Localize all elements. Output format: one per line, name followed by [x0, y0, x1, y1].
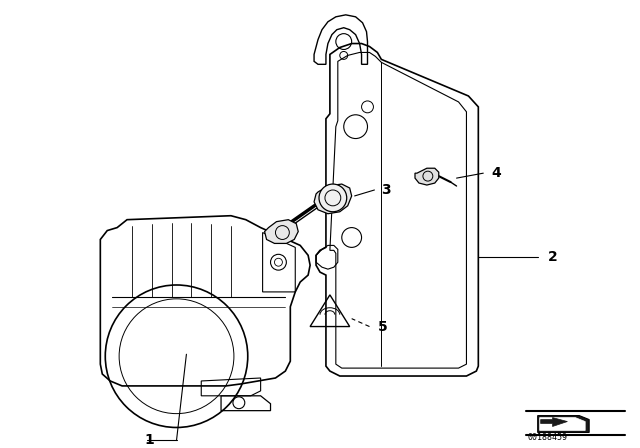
Text: 00188459: 00188459: [528, 433, 568, 442]
Text: 3: 3: [381, 183, 391, 197]
Polygon shape: [264, 220, 298, 243]
Circle shape: [319, 184, 347, 212]
Polygon shape: [541, 418, 568, 426]
Text: 5: 5: [378, 319, 387, 334]
Polygon shape: [540, 418, 585, 431]
Polygon shape: [415, 168, 439, 185]
Polygon shape: [538, 416, 589, 432]
Text: 1: 1: [145, 433, 155, 448]
Text: 4: 4: [492, 166, 501, 180]
Text: 2: 2: [548, 250, 557, 264]
Polygon shape: [314, 184, 351, 214]
